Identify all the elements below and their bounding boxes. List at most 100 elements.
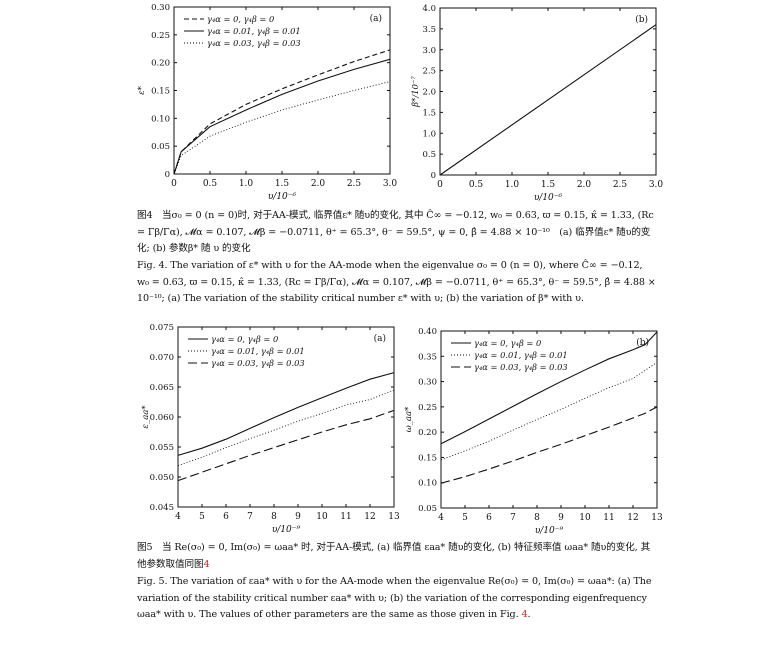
fig5-caption-chinese-text: 图5 当 Re(σ₀) = 0, Im(σ₀) = ωaa* 时, 对于AA-模… (137, 542, 651, 570)
y-axis-label: ω_aa* (404, 406, 414, 432)
y-tick-label: 0.065 (150, 383, 174, 393)
x-tick-label: 11 (603, 513, 614, 523)
x-tick-label: 13 (388, 512, 400, 522)
x-tick-label: 8 (534, 513, 540, 523)
series-line-2 (177, 389, 395, 467)
y-tick-label: 0.05 (418, 504, 437, 514)
x-tick-label: 10 (316, 512, 328, 522)
x-tick-label: 13 (651, 513, 663, 523)
x-axis-label: υ/10⁻⁶ (268, 192, 297, 202)
fig5a-chart (177, 326, 395, 508)
figure-reference-link[interactable]: 4 (203, 558, 210, 570)
plot-frame (440, 330, 658, 509)
legend-entry: γ₄α = 0, γ₄β = 0 (207, 14, 275, 24)
y-tick-label: 0.25 (418, 403, 437, 413)
panel-label: (a) (374, 333, 386, 344)
x-tick-label: 6 (486, 513, 492, 523)
x-tick-label: 2.0 (577, 180, 592, 190)
panel-label: (b) (636, 337, 649, 348)
y-tick-label: 0.10 (151, 114, 170, 124)
series-line-1 (173, 49, 391, 175)
y-tick-label: 0.30 (151, 3, 170, 13)
figure-reference-link[interactable]: 4 (521, 609, 528, 620)
x-tick-label: 1.0 (239, 179, 254, 189)
fig5-caption-english-text: Fig. 5. The variation of εaa* with υ for… (137, 576, 652, 620)
x-tick-label: 10 (579, 513, 591, 523)
y-tick-label: 0.5 (422, 150, 436, 160)
x-tick-label: 0 (171, 179, 177, 189)
y-tick-label: 0.055 (150, 443, 174, 453)
x-tick-label: 8 (271, 512, 277, 522)
y-tick-label: 0.045 (150, 503, 174, 513)
x-tick-label: 7 (510, 513, 516, 523)
x-tick-label: 12 (627, 513, 638, 523)
x-tick-label: 9 (295, 512, 301, 522)
y-tick-label: 0.05 (151, 142, 170, 152)
y-axis-label: ε* (137, 85, 147, 95)
series-line-1 (439, 24, 657, 176)
x-tick-label: 2.0 (311, 179, 326, 189)
series-line-2 (173, 58, 391, 175)
y-tick-label: 0.075 (150, 323, 174, 333)
x-tick-label: 11 (340, 512, 351, 522)
x-tick-label: 2.5 (347, 179, 362, 189)
y-tick-label: 4.0 (422, 4, 436, 14)
legend-entry: γ₄α = 0.01, γ₄β = 0.01 (207, 26, 301, 36)
y-tick-label: 0.25 (151, 31, 170, 41)
fig5b-chart (440, 330, 658, 509)
y-tick-label: 0.10 (418, 479, 437, 489)
y-tick-label: 0.060 (150, 413, 174, 423)
legend-entry: γ₄α = 0, γ₄β = 0 (474, 338, 542, 348)
y-tick-label: 0.20 (418, 428, 437, 438)
legend-entry: γ₄α = 0.03, γ₄β = 0.03 (207, 38, 301, 48)
x-tick-label: 0 (437, 180, 443, 190)
y-tick-label: 3.5 (422, 25, 436, 35)
y-axis-label: β*/10⁻⁷ (411, 76, 421, 108)
y-tick-label: 0.20 (151, 59, 170, 69)
series-line-1 (440, 331, 658, 445)
y-tick-label: 0 (431, 171, 436, 181)
y-tick-label: 0 (165, 170, 170, 180)
y-tick-label: 0.35 (418, 352, 437, 362)
x-axis-label: υ/10⁻⁹ (272, 525, 301, 535)
series-line-3 (177, 409, 395, 482)
y-tick-label: 0.40 (418, 327, 437, 337)
caption-end: . (527, 609, 531, 620)
x-tick-label: 1.5 (275, 179, 290, 189)
x-tick-label: 1.5 (541, 180, 556, 190)
legend-entry: γ₄α = 0.01, γ₄β = 0.01 (211, 346, 305, 356)
series-line-2 (440, 361, 658, 461)
x-axis-label: υ/10⁻⁹ (535, 526, 564, 536)
series-line-1 (177, 372, 395, 456)
x-tick-label: 1.0 (505, 180, 520, 190)
y-tick-label: 3.0 (422, 46, 436, 56)
x-tick-label: 5 (199, 512, 205, 522)
x-tick-label: 4 (438, 513, 444, 523)
y-tick-label: 1.5 (422, 108, 436, 118)
fig4-caption-english: Fig. 4. The variation of ε* with υ for t… (137, 260, 656, 304)
x-tick-label: 2.5 (613, 180, 628, 190)
y-tick-label: 2.5 (422, 67, 436, 77)
y-tick-label: 0.30 (418, 378, 437, 388)
x-tick-label: 3.0 (649, 180, 664, 190)
panel-label: (a) (370, 13, 382, 24)
fig4-caption-chinese: 图4 当σ₀ = 0 (n = 0)时, 对于AA-模式, 临界值ε* 随υ的变… (137, 210, 654, 254)
fig4b-chart (439, 7, 657, 176)
x-tick-label: 6 (223, 512, 229, 522)
fig5-caption-chinese: 图5 当 Re(σ₀) = 0, Im(σ₀) = ωaa* 时, 对于AA-模… (137, 540, 657, 573)
y-tick-label: 0.050 (150, 473, 174, 483)
x-tick-label: 7 (247, 512, 253, 522)
x-tick-label: 12 (364, 512, 375, 522)
legend-entry: γ₄α = 0.01, γ₄β = 0.01 (474, 350, 568, 360)
x-tick-label: 0.5 (203, 179, 218, 189)
panel-label: (b) (635, 14, 648, 25)
series-line-3 (440, 406, 658, 484)
y-tick-label: 0.070 (150, 353, 174, 363)
legend-entry: γ₄α = 0, γ₄β = 0 (211, 334, 279, 344)
x-axis-label: υ/10⁻⁶ (534, 193, 563, 203)
x-tick-label: 5 (462, 513, 468, 523)
fig5-caption-english: Fig. 5. The variation of εaa* with υ for… (137, 574, 657, 624)
plot-frame (439, 7, 657, 176)
legend-entry: γ₄α = 0.03, γ₄β = 0.03 (474, 362, 568, 372)
x-tick-label: 0.5 (469, 180, 484, 190)
